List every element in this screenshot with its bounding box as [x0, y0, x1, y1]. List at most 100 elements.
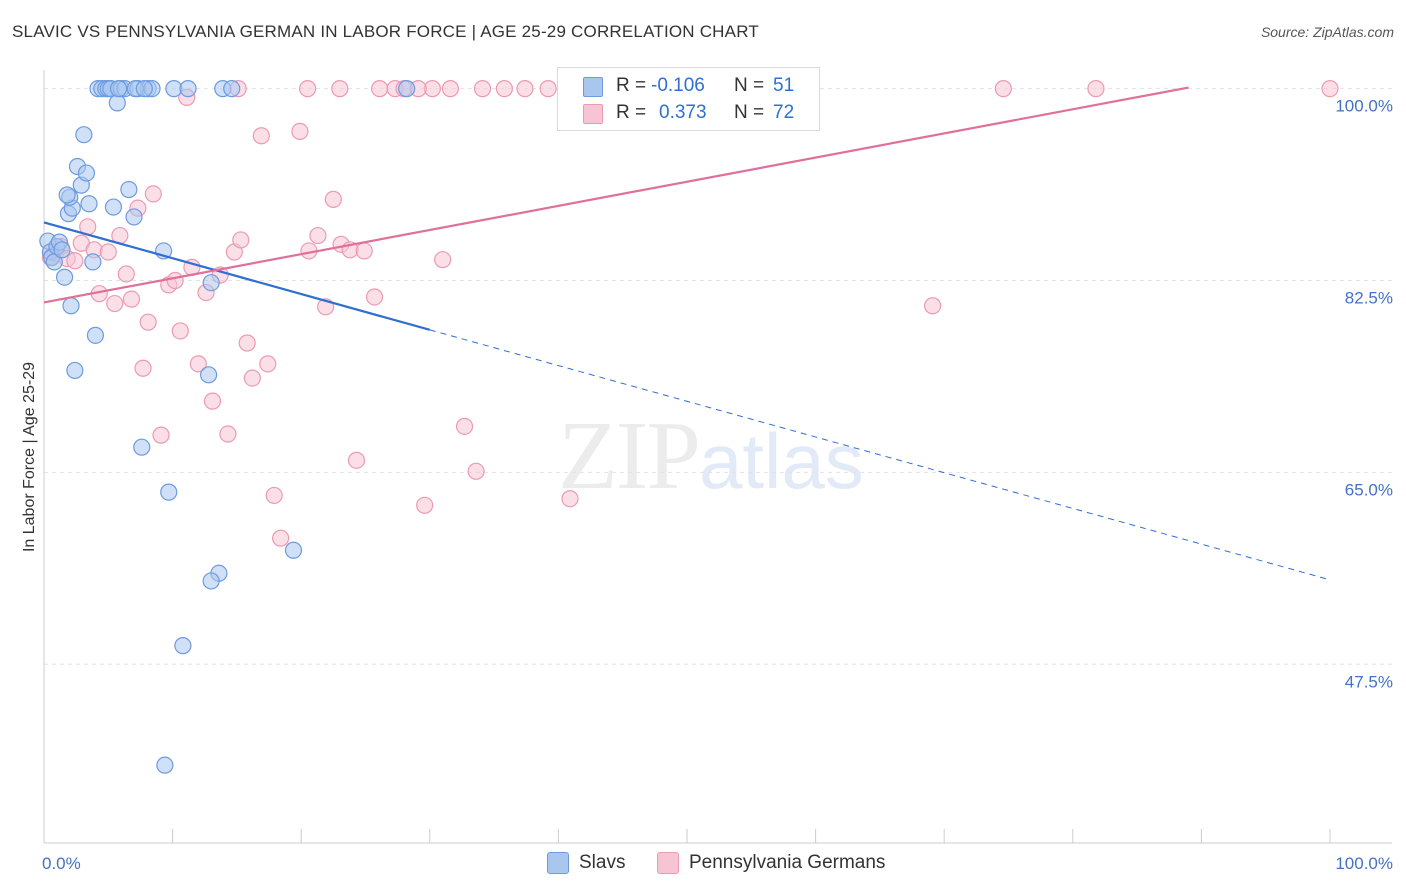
pg-point [539, 80, 557, 98]
watermark-atlas: atlas [699, 417, 864, 505]
x-tick-label-max: 100.0% [1335, 854, 1393, 873]
pg-point [238, 334, 256, 352]
pg-point [299, 80, 317, 98]
slavs-point [75, 126, 93, 144]
pg-point [166, 271, 184, 290]
slavs-point [133, 438, 151, 456]
slavs-point [398, 80, 416, 98]
pg-point [203, 392, 222, 410]
pg-point [416, 496, 434, 514]
pg-point [347, 451, 366, 469]
trend-layer [43, 86, 1331, 581]
series-label-pg: Pennsylvania Germans [689, 852, 886, 873]
pg-point [243, 369, 261, 387]
points-layer [39, 80, 1339, 774]
legend-r-label-pg: R = [616, 102, 647, 123]
slavs-point [53, 241, 71, 259]
slavs-point [77, 164, 96, 182]
pg-point [66, 252, 84, 270]
slavs-point [55, 268, 74, 286]
pg-point [99, 243, 117, 261]
slavs-point [156, 756, 174, 774]
pg-point [371, 80, 389, 98]
pg-point [189, 355, 207, 373]
y-tick-label: 82.5% [1345, 289, 1393, 308]
pg-point [139, 313, 157, 331]
slavs-point [223, 80, 241, 98]
slavs-point [284, 541, 303, 559]
x-tick-label-min: 0.0% [42, 854, 81, 873]
slavs-point [109, 80, 128, 98]
pg-point [324, 190, 342, 208]
series-swatch-slavs [547, 852, 569, 874]
pg-point [355, 242, 373, 260]
slavs-point [202, 274, 220, 292]
series-legend-pg: Pennsylvania Germans [657, 852, 885, 874]
slavs-point [120, 180, 138, 199]
legend-swatch-pg [583, 104, 603, 124]
pg-point [365, 288, 384, 306]
y-tick-label: 47.5% [1345, 672, 1393, 691]
label-layer: 100.0% 82.5% 65.0% 47.5% 0.0% 100.0% In Labor … [21, 97, 1393, 873]
chart-source: Source: ZipAtlas.com [1260, 24, 1394, 40]
pg-point [144, 185, 162, 203]
slavs-point [84, 253, 102, 271]
pg-point [117, 265, 135, 283]
series-legend: Slavs Pennsylvania Germans [0, 852, 1406, 878]
pg-point [106, 294, 124, 313]
pg-point [232, 231, 250, 249]
series-legend-slavs: Slavs [547, 852, 625, 874]
legend-r-label-slavs: R = [616, 75, 647, 96]
legend-r-value-pg: 0.373 [659, 102, 707, 123]
legend-n-value-slavs: 51 [773, 75, 795, 96]
pg-point [259, 355, 277, 373]
legend-n-label-slavs: N = [734, 75, 765, 96]
legend-swatch-slavs [583, 77, 603, 97]
series-label-slavs: Slavs [579, 852, 626, 873]
pg-point [331, 80, 349, 98]
slavs-point [80, 195, 98, 213]
slavs-trend-extension [429, 329, 1331, 581]
slavs-point [108, 94, 126, 112]
slavs-point [135, 80, 153, 98]
pg-point [265, 486, 283, 505]
pg-point [291, 122, 309, 141]
pg-point [309, 226, 327, 245]
pg-point [1087, 80, 1105, 98]
slavs-point [58, 186, 76, 204]
pg-point [495, 80, 513, 98]
pg-point [561, 490, 579, 508]
y-axis-title: In Labor Force | Age 25-29 [21, 362, 38, 552]
pg-point [994, 80, 1012, 98]
pg-point [171, 322, 189, 340]
correlation-legend: R = -0.106 N = 51 R = 0.373 N = 72 [557, 67, 820, 131]
pg-point [473, 80, 492, 98]
slavs-point [86, 326, 105, 344]
pg-point [516, 80, 534, 98]
pg-point [152, 426, 170, 444]
pg-point [455, 417, 474, 435]
pg-point [219, 425, 237, 443]
slavs-point [179, 80, 197, 98]
pg-trend-line [43, 86, 1189, 304]
slavs-point [174, 637, 192, 655]
pg-point [122, 290, 141, 308]
y-tick-label: 65.0% [1345, 480, 1393, 499]
pg-point [467, 462, 485, 480]
slavs-point [62, 297, 80, 315]
pg-point [434, 251, 452, 269]
pg-point [272, 529, 290, 547]
watermark: ZIPatlas [558, 400, 864, 512]
slavs-point [104, 198, 123, 216]
slavs-point [125, 208, 143, 226]
slavs-point [202, 572, 220, 590]
slavs-point [160, 483, 178, 501]
slavs-point [66, 361, 84, 380]
pg-point [134, 359, 152, 377]
series-swatch-pg [657, 852, 679, 874]
chart-title: SLAVIC VS PENNSYLVANIA GERMAN IN LABOR F… [12, 22, 759, 41]
slavs-point [200, 366, 218, 384]
legend-r-value-slavs: -0.106 [651, 75, 705, 96]
watermark-zip: ZIP [558, 402, 701, 510]
y-tick-label: 100.0% [1335, 97, 1393, 116]
